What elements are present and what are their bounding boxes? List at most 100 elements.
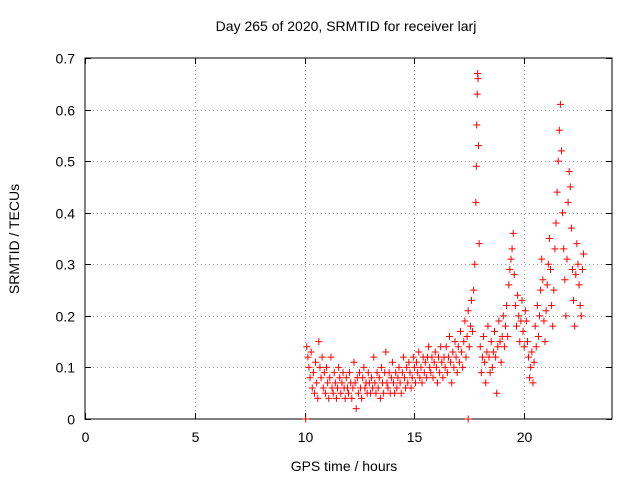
data-point	[354, 389, 362, 397]
data-point	[417, 363, 425, 371]
data-point	[387, 374, 395, 382]
y-tick-label: 0	[67, 412, 75, 428]
data-point	[320, 369, 328, 377]
data-point	[391, 389, 399, 397]
data-point	[421, 358, 429, 366]
data-point	[492, 353, 500, 361]
data-point	[398, 369, 406, 377]
data-point	[454, 343, 462, 351]
data-point	[550, 286, 558, 294]
data-point	[341, 394, 349, 402]
data-point	[372, 389, 380, 397]
data-point	[551, 245, 559, 253]
data-point	[482, 379, 490, 387]
data-point	[554, 157, 562, 165]
data-point	[533, 302, 541, 310]
data-series-srmtid	[302, 69, 587, 423]
data-point	[485, 353, 493, 361]
data-point	[380, 389, 388, 397]
data-point	[532, 343, 540, 351]
data-point	[411, 379, 419, 387]
data-point	[462, 353, 470, 361]
data-point	[309, 369, 317, 377]
data-point	[404, 379, 412, 387]
data-point	[500, 343, 508, 351]
data-point	[466, 322, 474, 330]
data-point	[342, 374, 350, 382]
data-point	[471, 260, 479, 268]
data-point	[480, 332, 488, 340]
data-point	[543, 281, 551, 289]
data-point	[345, 389, 352, 397]
data-point	[534, 332, 542, 340]
data-point	[371, 379, 379, 387]
data-point	[302, 415, 310, 423]
data-point	[318, 353, 326, 361]
data-point	[563, 255, 571, 263]
data-point	[443, 369, 451, 377]
data-point	[361, 384, 369, 392]
data-point	[433, 379, 441, 387]
data-point	[487, 338, 495, 346]
data-point	[377, 363, 385, 371]
x-axis-title: GPS time / hours	[291, 458, 398, 474]
data-point	[400, 374, 408, 382]
x-tick-label: 20	[517, 429, 533, 445]
y-tick-label: 0.5	[56, 154, 76, 170]
data-point	[477, 369, 485, 377]
data-point	[450, 363, 458, 371]
data-point	[491, 327, 499, 335]
data-point	[572, 271, 580, 279]
data-point	[385, 369, 393, 377]
data-point	[525, 353, 533, 361]
data-point	[375, 374, 383, 382]
data-point	[368, 374, 376, 382]
data-point	[358, 394, 366, 402]
data-point	[420, 369, 428, 377]
data-point	[428, 353, 436, 361]
data-point	[567, 224, 575, 232]
data-point	[526, 374, 534, 382]
data-point	[390, 379, 398, 387]
data-point	[531, 322, 539, 330]
data-point	[472, 198, 480, 206]
data-point	[511, 302, 519, 310]
data-point	[538, 255, 546, 263]
data-point	[303, 343, 311, 351]
data-point	[407, 384, 415, 392]
data-point	[571, 322, 579, 330]
data-point	[570, 296, 578, 304]
data-point	[559, 209, 567, 217]
data-point	[478, 353, 486, 361]
data-point	[488, 363, 496, 371]
data-point	[393, 384, 401, 392]
x-tick-label: 0	[82, 429, 90, 445]
data-point	[496, 338, 504, 346]
data-point	[573, 240, 581, 248]
data-point	[304, 353, 312, 361]
data-point	[327, 353, 335, 361]
data-point	[483, 348, 491, 356]
data-point	[520, 343, 528, 351]
data-point	[579, 250, 587, 258]
data-point	[547, 265, 555, 273]
data-point	[335, 363, 343, 371]
data-point	[473, 121, 481, 129]
data-point	[541, 338, 549, 346]
data-point	[565, 167, 573, 175]
data-point	[409, 353, 417, 361]
data-point	[331, 379, 339, 387]
data-point	[523, 338, 531, 346]
data-point	[499, 312, 507, 320]
data-point	[494, 343, 502, 351]
data-point	[475, 240, 483, 248]
data-point	[431, 348, 439, 356]
x-tick-label: 10	[298, 429, 314, 445]
data-point	[350, 358, 358, 366]
data-point	[453, 369, 461, 377]
y-axis: 0 0.1 0.2 0.3 0.4 0.5 0.6 0.7	[56, 51, 612, 428]
data-point	[537, 286, 545, 294]
data-point	[418, 379, 426, 387]
data-point	[476, 343, 484, 351]
data-point	[518, 296, 526, 304]
